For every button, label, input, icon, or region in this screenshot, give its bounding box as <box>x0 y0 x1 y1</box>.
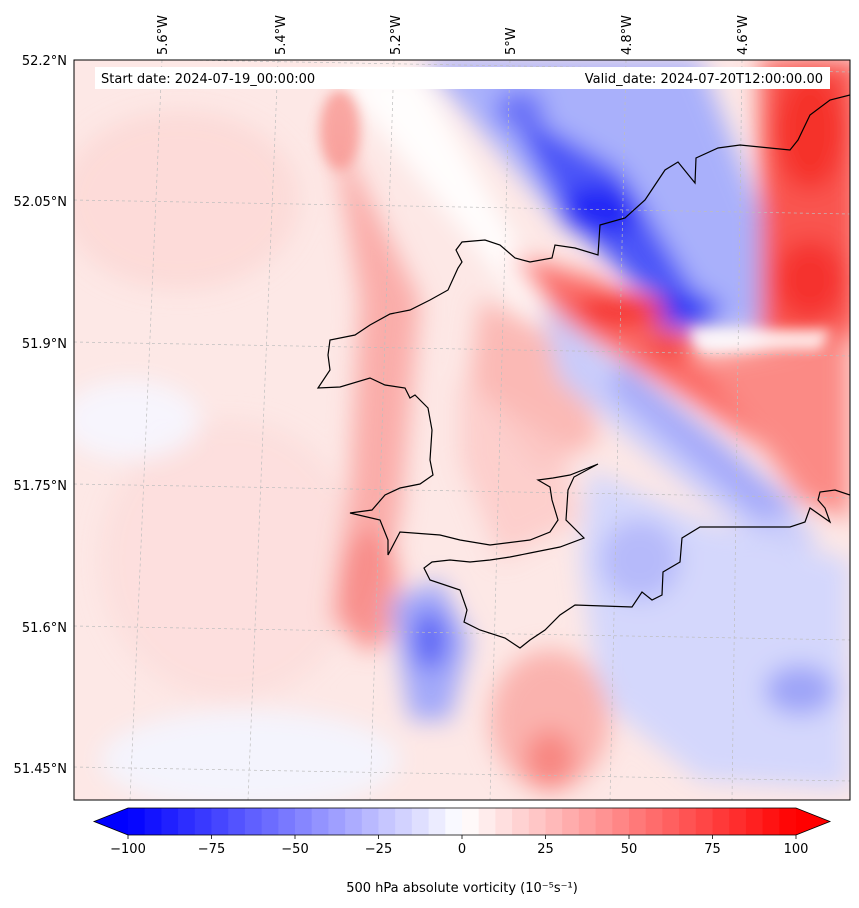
colorbar-label: 500 hPa absolute vorticity (10⁻⁵s⁻¹) <box>346 881 578 896</box>
colorbar-cell <box>695 808 714 835</box>
colorbar-tick-label: −75 <box>198 842 225 857</box>
lon-label: 5.4°W <box>274 15 289 55</box>
colorbar-extend-min <box>94 808 128 835</box>
colorbar-cell <box>662 808 680 835</box>
colorbar-cell <box>645 808 663 835</box>
colorbar-cell <box>328 808 346 835</box>
colorbar-cell <box>211 808 229 835</box>
colorbar-cell <box>629 808 647 835</box>
colorbar-cell <box>228 808 246 835</box>
colorbar-cell <box>595 808 613 835</box>
colorbar-tick-label: 100 <box>784 842 809 857</box>
lat-label: 51.75°N <box>14 479 67 494</box>
colorbar-tick-label: −25 <box>365 842 392 857</box>
colorbar-cell <box>161 808 179 835</box>
colorbar-tick-label: −50 <box>281 842 308 857</box>
lon-label: 5°W <box>504 27 519 55</box>
colorbar-cell <box>462 808 480 835</box>
colorbar-cell <box>562 808 580 835</box>
colorbar-cell <box>128 808 146 835</box>
longitude-labels: 5.6°W 5.4°W 5.2°W 5°W 4.8°W 4.6°W <box>156 15 751 55</box>
colorbar-cell <box>411 808 430 835</box>
coastline <box>316 94 850 649</box>
colorbar-cell <box>495 808 513 835</box>
colorbar-cell <box>545 808 563 835</box>
lat-label: 51.45°N <box>14 762 67 777</box>
header-box: Start date: 2024-07-19_00:00:00 Valid_da… <box>95 67 830 89</box>
colorbar-cell <box>478 808 496 835</box>
colorbar-extend-max <box>796 808 830 835</box>
lon-label: 4.6°W <box>736 15 751 55</box>
lon-label: 5.2°W <box>389 15 404 55</box>
colorbar-cell <box>679 808 697 835</box>
lon-label: 4.8°W <box>620 15 635 55</box>
lon-label: 5.6°W <box>156 15 171 55</box>
colorbar-cell <box>612 808 630 835</box>
colorbar-tick-label: 75 <box>704 842 721 857</box>
colorbar-cell <box>762 808 780 835</box>
lat-label: 52.05°N <box>14 195 67 210</box>
colorbar-cell <box>278 808 296 835</box>
colorbar-tick-label: 0 <box>458 842 466 857</box>
colorbar: −100 −75 −50 −25 0 25 50 75 100 500 hPa absolute… <box>92 807 832 896</box>
colorbar-cell <box>295 808 313 835</box>
colorbar-cell <box>512 808 530 835</box>
colorbar-tick-label: 50 <box>621 842 638 857</box>
map-panel: Start date: 2024-07-19_00:00:00 Valid_da… <box>73 59 851 801</box>
colorbar-cell <box>361 808 380 835</box>
colorbar-tick-label: −100 <box>110 842 146 857</box>
colorbar-cell <box>395 808 413 835</box>
colorbar-cell <box>428 808 446 835</box>
colorbar-cells <box>128 808 797 835</box>
lat-label: 51.6°N <box>22 621 67 636</box>
colorbar-cell <box>445 808 463 835</box>
colorbar-cell <box>378 808 396 835</box>
map-frame <box>73 59 851 801</box>
colorbar-cell <box>779 808 797 835</box>
colorbar-cell <box>528 808 547 835</box>
colorbar-cell <box>311 808 329 835</box>
vorticity-field <box>74 60 850 800</box>
lat-label: 52.2°N <box>22 54 67 69</box>
colorbar-ticks: −100 −75 −50 −25 0 25 50 75 100 <box>110 835 808 857</box>
colorbar-tick-label: 25 <box>537 842 554 857</box>
colorbar-cell <box>578 808 597 835</box>
colorbar-cell <box>194 808 213 835</box>
colorbar-cell <box>261 808 279 835</box>
valid-date-text: Valid_date: 2024-07-20T12:00:00.00 <box>585 72 823 87</box>
colorbar-cell <box>144 808 162 835</box>
colorbar-cell <box>729 808 747 835</box>
start-date-text: Start date: 2024-07-19_00:00:00 <box>101 72 315 87</box>
colorbar-cell <box>712 808 730 835</box>
colorbar-cell <box>178 808 196 835</box>
latitude-labels: 52.2°N 52.05°N 51.9°N 51.75°N 51.6°N 51.… <box>14 54 67 777</box>
colorbar-cell <box>244 808 263 835</box>
colorbar-cell <box>745 808 764 835</box>
lat-label: 51.9°N <box>22 337 67 352</box>
colorbar-cell <box>345 808 363 835</box>
